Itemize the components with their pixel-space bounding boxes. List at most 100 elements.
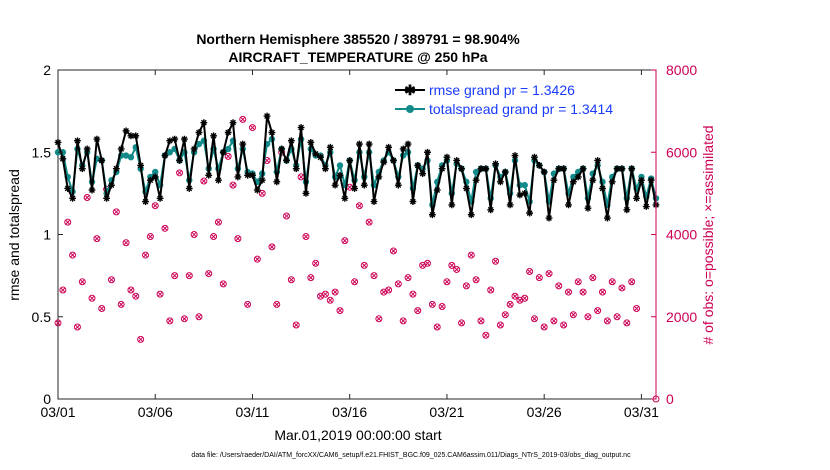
rmse-point [419, 170, 427, 178]
obs-possible-marker [83, 193, 91, 201]
obs-assimilated-marker [575, 279, 581, 285]
obs-point [389, 247, 397, 255]
obs-possible-marker [292, 321, 300, 329]
obs-point [526, 268, 534, 276]
obs-point [360, 261, 368, 269]
obs-assimilated-marker [429, 301, 436, 308]
obs-possible-marker [506, 300, 514, 308]
obs-possible-marker [467, 251, 475, 259]
rmse-point [535, 162, 543, 169]
obs-point [54, 319, 62, 327]
obs-assimilated-marker [240, 116, 246, 123]
obs-point [496, 321, 504, 329]
rmse-point [215, 176, 222, 184]
obs-assimilated-marker [463, 283, 470, 289]
rmse-point [394, 181, 402, 189]
obs-possible-marker [564, 288, 572, 296]
obs-possible-marker [112, 208, 120, 216]
rmse-point [516, 191, 524, 199]
obs-possible-marker [54, 319, 62, 327]
totalspread-point [521, 181, 528, 189]
totalspread-point [166, 149, 174, 156]
obs-possible-marker [341, 237, 349, 245]
obs-possible-marker [487, 286, 495, 294]
rmse-point [336, 171, 344, 179]
obs-point [292, 321, 300, 329]
obs-possible-marker [166, 317, 174, 325]
obs-assimilated-marker [313, 260, 319, 266]
rmse-point [550, 176, 558, 184]
obs-point [623, 319, 631, 327]
obs-point [336, 307, 344, 315]
obs-possible-marker [132, 292, 140, 300]
obs-point [312, 259, 320, 267]
rmse-point [409, 198, 417, 205]
obs-point [88, 294, 96, 302]
rmse-point [326, 143, 334, 151]
rmse-point [74, 137, 81, 145]
obs-assimilated-marker [410, 291, 416, 297]
obs-possible-marker [137, 335, 145, 343]
rmse-point [438, 165, 446, 173]
rmse-point [219, 148, 227, 156]
obs-point [331, 288, 339, 296]
x-tick-label: 03/16 [332, 404, 367, 420]
obs-possible-marker [428, 300, 436, 308]
obs-possible-marker [385, 286, 393, 294]
obs-point [462, 282, 470, 290]
obs-assimilated-marker [147, 233, 154, 240]
obs-possible-marker [545, 270, 553, 278]
obs-assimilated-marker [55, 320, 61, 326]
obs-assimilated-marker [342, 238, 348, 244]
rmse-point [628, 165, 636, 173]
rmse-point [599, 185, 606, 192]
obs-assimilated-marker [235, 235, 241, 242]
rmse-point [249, 171, 256, 179]
obs-assimilated-marker [186, 272, 192, 279]
obs-point [467, 251, 475, 259]
rmse-point [258, 176, 266, 184]
footer-data-file: data file: /Users/raeder/DAI/ATM_forcXX/… [191, 452, 631, 459]
obs-assimilated-marker [356, 203, 363, 209]
obs-assimilated-marker [274, 301, 280, 308]
obs-point [530, 315, 538, 323]
totalspread-point [472, 168, 480, 176]
obs-possible-marker [555, 282, 563, 290]
obs-assimilated-marker [619, 285, 625, 291]
obs-point [584, 313, 592, 321]
rmse-point [360, 181, 368, 189]
rmse-point [594, 157, 602, 164]
rmse-point [351, 185, 358, 192]
obs-point [448, 261, 456, 269]
rmse-point [224, 129, 232, 136]
obs-point [98, 305, 106, 313]
obs-assimilated-marker [468, 252, 474, 258]
rmse-point [565, 201, 572, 209]
obs-point [161, 224, 169, 232]
obs-point [492, 257, 500, 265]
obs-possible-marker [628, 278, 636, 286]
obs-possible-marker [248, 124, 256, 132]
rmse-point [229, 119, 237, 127]
rmse-point [511, 152, 519, 159]
obs-possible-marker [453, 265, 461, 273]
obs-possible-marker [73, 323, 81, 331]
x-tick-label: 03/31 [624, 404, 659, 420]
rmse-point [307, 138, 315, 146]
rmse-point [297, 124, 305, 131]
obs-point [409, 290, 417, 298]
rmse-point [390, 157, 397, 164]
rmse-point [273, 178, 281, 186]
obs-point [355, 202, 363, 210]
obs-point [633, 305, 641, 313]
rmse-point [497, 178, 504, 186]
obs-point [190, 231, 198, 238]
axes: 03/01 03/06 03/11 03/16 03/21 03/26 03/31 0 0.5 1… [32, 62, 698, 420]
rmse-point [93, 135, 101, 143]
obs-point [185, 272, 193, 280]
obs-possible-marker [64, 218, 72, 226]
obs-possible-marker [623, 319, 631, 327]
obs-possible-marker [156, 290, 164, 298]
obs-possible-marker [122, 239, 130, 247]
